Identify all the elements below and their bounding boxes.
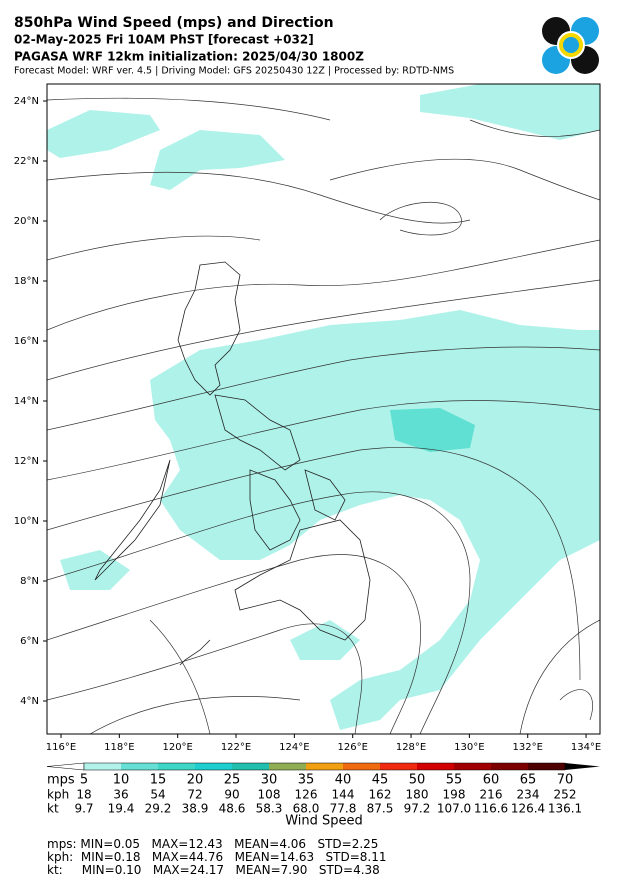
- stat-line: kph: MIN=0.18 MAX=44.76 MEAN=14.63 STD=8…: [47, 850, 387, 864]
- subtitle: 02-May-2025 Fri 10AM PhST [forecast +032…: [14, 33, 314, 47]
- colorbar-segment: [528, 763, 565, 770]
- colorbar-segment: [454, 763, 491, 770]
- wind-shading: [47, 84, 600, 730]
- colorbar-value: 48.6: [219, 802, 246, 816]
- lat-label: 14°N: [14, 396, 39, 407]
- colorbar-value: 252: [554, 788, 577, 802]
- unit-label: kt: [47, 802, 59, 816]
- lat-label: 20°N: [14, 216, 39, 227]
- lat-label: 8°N: [20, 576, 39, 587]
- colorbar-value: 55: [446, 773, 463, 788]
- unit-label: kph: [47, 788, 69, 802]
- colorbar-segment: [380, 763, 417, 770]
- colorbar-value: 29.2: [145, 802, 172, 816]
- stat-line: mps: MIN=0.05 MAX=12.43 MEAN=4.06 STD=2.…: [47, 837, 379, 851]
- lon-label: 130°E: [454, 742, 484, 753]
- lon-label: 122°E: [221, 742, 251, 753]
- subtitle: PAGASA WRF 12km initialization: 2025/04/…: [14, 50, 364, 64]
- colorbar-segment: [417, 763, 454, 770]
- unit-label: mps: [47, 773, 75, 788]
- colorbar-value: 45: [372, 773, 389, 788]
- wind-shading: [390, 408, 475, 452]
- lon-label: 116°E: [46, 742, 76, 753]
- lon-label: 118°E: [104, 742, 134, 753]
- colorbar-value: 18: [76, 788, 91, 802]
- colorbar-value: 162: [369, 788, 392, 802]
- logo: [542, 17, 599, 74]
- colorbar-value: 60: [483, 773, 500, 788]
- colorbar-segment: [269, 763, 306, 770]
- lon-label: 120°E: [162, 742, 192, 753]
- colorbar-value: 144: [332, 788, 355, 802]
- colorbar-value: 65: [520, 773, 537, 788]
- lat-label: 16°N: [14, 336, 39, 347]
- colorbar-value: 30: [261, 773, 278, 788]
- colorbar-end: [46, 762, 85, 771]
- colorbar-value: 180: [406, 788, 429, 802]
- subtitle: Forecast Model: WRF ver. 4.5 | Driving M…: [14, 66, 454, 77]
- lat-label: 10°N: [14, 516, 39, 527]
- colorbar-segment: [306, 763, 343, 770]
- colorbar-value: 15: [150, 773, 167, 788]
- colorbar-value: 126: [295, 788, 318, 802]
- colorbar-value: 108: [258, 788, 281, 802]
- colorbar-value: 10: [113, 773, 130, 788]
- colorbar-value: 19.4: [108, 802, 135, 816]
- colorbar-segment: [491, 763, 528, 770]
- colorbar-value: 87.5: [367, 802, 394, 816]
- lat-label: 18°N: [14, 276, 39, 287]
- colorbar-value: 38.9: [182, 802, 209, 816]
- colorbar-value: 70: [557, 773, 574, 788]
- colorbar-value: 35: [298, 773, 315, 788]
- coastline: [94, 261, 371, 666]
- colorbar-segment: [343, 763, 380, 770]
- stat-line: kt: MIN=0.10 MAX=24.17 MEAN=7.90 STD=4.3…: [47, 863, 380, 877]
- lon-label: 128°E: [396, 742, 426, 753]
- colorbar-value: 25: [224, 773, 241, 788]
- title: 850hPa Wind Speed (mps) and Direction: [14, 15, 334, 31]
- colorbar-value: 5: [80, 773, 88, 788]
- colorbar-value: 72: [187, 788, 202, 802]
- map-area: [47, 84, 600, 734]
- lon-label: 134°E: [571, 742, 601, 753]
- lat-label: 12°N: [14, 456, 39, 467]
- colorbar-value: 90: [224, 788, 239, 802]
- colorbar-value: 77.8: [330, 802, 357, 816]
- colorbar-segment: [158, 763, 195, 770]
- lon-label: 124°E: [279, 742, 309, 753]
- colorbar-value: 136.1: [548, 802, 582, 816]
- colorbar-value: 216: [480, 788, 503, 802]
- colorbar-value: 9.7: [74, 802, 93, 816]
- colorbar-value: 234: [517, 788, 540, 802]
- colorbar-segment: [195, 763, 232, 770]
- colorbar-value: 40: [335, 773, 352, 788]
- lon-label: 132°E: [513, 742, 543, 753]
- lon-label: 126°E: [337, 742, 367, 753]
- colorbar-value: 97.2: [404, 802, 431, 816]
- lat-label: 6°N: [20, 636, 39, 647]
- lat-label: 22°N: [14, 156, 39, 167]
- colorbar-end: [565, 763, 600, 770]
- colorbar-value: 20: [187, 773, 204, 788]
- colorbar-value: 54: [150, 788, 165, 802]
- colorbar-value: 36: [113, 788, 128, 802]
- colorbar-value: 126.4: [511, 802, 545, 816]
- colorbar-segment: [84, 763, 121, 770]
- colorbar-value: 116.6: [474, 802, 508, 816]
- lat-label: 4°N: [20, 696, 39, 707]
- colorbar-segment: [121, 763, 158, 770]
- colorbar-value: 198: [443, 788, 466, 802]
- lat-label: 24°N: [14, 96, 39, 107]
- colorbar-value: 68.0: [293, 802, 320, 816]
- streamlines: [47, 97, 600, 734]
- colorbar-label: Wind Speed: [285, 814, 363, 829]
- colorbar-frame: [83, 762, 566, 771]
- map-frame: [46, 83, 601, 735]
- colorbar-value: 58.3: [256, 802, 283, 816]
- colorbar-value: 107.0: [437, 802, 471, 816]
- colorbar-segment: [232, 763, 269, 770]
- colorbar-value: 50: [409, 773, 426, 788]
